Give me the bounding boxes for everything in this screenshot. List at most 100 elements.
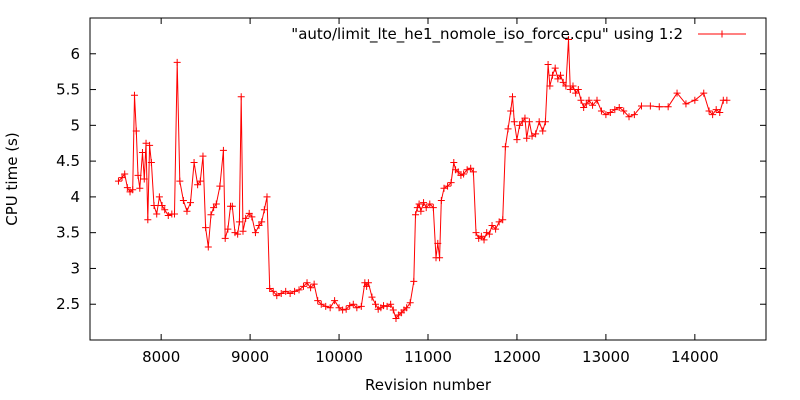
data-point-marker [472,229,480,237]
legend-entry-label: "auto/limit_lte_he1_nomole_iso_force.cpu… [291,25,683,44]
data-point-marker [723,96,731,104]
data-point-marker [700,89,708,97]
data-point-marker [415,200,423,208]
x-tick-label: 10000 [315,348,363,366]
data-point-marker [339,306,347,314]
data-point-marker [194,181,202,189]
data-point-marker [235,218,243,226]
data-point-marker [146,141,154,149]
y-tick-label: 2.5 [56,295,80,313]
x-tick-label: 14000 [671,348,719,366]
data-point-marker [263,193,271,201]
data-point-marker [342,305,350,313]
data-point-marker [299,282,307,290]
data-point-marker [569,82,577,90]
series-layer [114,35,731,323]
x-tick-label: 8000 [142,348,180,366]
data-point-marker [544,61,552,69]
data-point-marker [664,103,672,111]
data-point-marker [255,222,263,230]
data-point-marker [251,229,259,237]
data-point-marker [130,91,138,99]
data-point-marker [234,230,242,238]
data-point-marker [118,174,126,182]
data-point-marker [183,207,191,215]
data-point-marker [625,113,633,121]
data-point-marker [510,118,518,126]
data-point-marker [239,227,247,235]
data-point-marker [705,107,713,115]
data-point-marker [682,100,690,108]
x-tick-label: 11000 [404,348,452,366]
data-point-marker [364,279,372,287]
data-point-marker [589,101,597,109]
data-point-marker [488,222,496,230]
data-point-marker [499,216,507,224]
data-point-marker [606,108,614,116]
axes [89,17,767,341]
data-point-marker [317,300,325,308]
data-point-marker [417,207,425,215]
data-point-marker [444,182,452,190]
data-point-marker [346,302,354,310]
data-point-marker [620,107,628,115]
data-point-marker [245,209,253,217]
data-point-marker [406,299,414,307]
data-point-marker [566,86,574,94]
data-point-marker [307,284,315,292]
data-point-marker [597,107,605,115]
data-point-marker [314,297,322,305]
data-point-marker [190,159,198,167]
data-point-marker [551,64,559,72]
data-point-marker [450,159,458,167]
tick-marks: 2.5 3 3.5 4 4.5 5 5.5 6 8000 9000 10000 11000 12000 1… [56,18,766,366]
data-point-marker [565,35,573,43]
data-point-marker [485,230,493,238]
data-point-marker [691,96,699,104]
data-point-marker [150,201,158,209]
data-point-marker [132,127,140,135]
data-point-marker [440,184,448,192]
data-point-marker [539,127,547,135]
data-point-marker [363,282,371,290]
data-point-marker [615,103,623,111]
data-point-marker [295,286,303,294]
data-point-marker [277,289,285,297]
y-tick-label: 4.5 [56,152,80,170]
data-point-marker [134,171,142,179]
data-point-marker [434,239,442,247]
data-point-marker [549,71,557,79]
data-point-marker [269,287,277,295]
data-point-marker [392,315,400,323]
data-point-marker [387,300,395,308]
data-point-marker [413,204,421,212]
data-point-marker [646,102,654,110]
plot-frame [89,17,767,341]
y-tick-label: 4 [70,188,80,206]
data-point-marker [509,93,516,101]
data-point-marker [501,143,509,151]
data-point-marker [204,243,212,251]
data-point-marker [480,236,488,244]
data-point-marker [212,200,220,208]
data-point-marker [437,196,445,204]
data-point-marker [611,106,619,114]
data-point-marker [372,300,380,308]
data-point-marker [171,210,178,218]
data-point-marker [454,168,462,176]
data-point-marker [196,177,204,185]
data-point-marker [554,75,562,83]
data-point-marker [310,280,318,288]
data-point-marker [207,211,215,219]
legend: "auto/limit_lte_he1_nomole_iso_force.cpu… [291,25,746,44]
data-point-marker [389,306,397,314]
data-point-marker [516,121,524,129]
data-point-marker [187,199,195,207]
data-point-marker [273,292,281,300]
data-point-marker [513,136,521,144]
data-point-marker [380,302,388,310]
data-point-marker [447,179,455,187]
data-point-marker [335,304,343,312]
data-point-marker [429,204,437,212]
data-point-marker [507,107,515,115]
